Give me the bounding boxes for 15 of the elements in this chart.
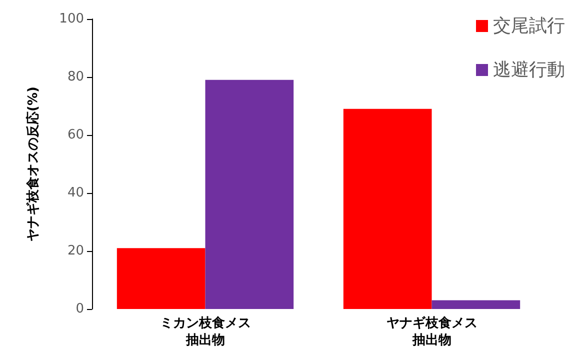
y-tick-label: 0 — [76, 302, 84, 316]
bar — [116, 248, 206, 309]
y-tick-label: 100 — [59, 12, 84, 26]
x-tick-label: ミカン枝食メス抽出物 — [160, 316, 251, 348]
y-tick-label: 60 — [67, 128, 84, 142]
y-tick-label: 40 — [67, 186, 84, 200]
y-tick-label: 20 — [67, 244, 84, 258]
bar — [343, 108, 432, 309]
bar — [205, 80, 294, 309]
bar — [432, 300, 520, 309]
legend-label: 逃避行動 — [493, 60, 565, 80]
legend-label: 交尾試行 — [493, 16, 565, 36]
x-tick-label: ヤナギ枝食メス抽出物 — [386, 316, 478, 348]
y-tick-label: 80 — [67, 70, 84, 84]
y-axis-title: ヤナギ枝食オスの反応(%) — [25, 86, 41, 242]
